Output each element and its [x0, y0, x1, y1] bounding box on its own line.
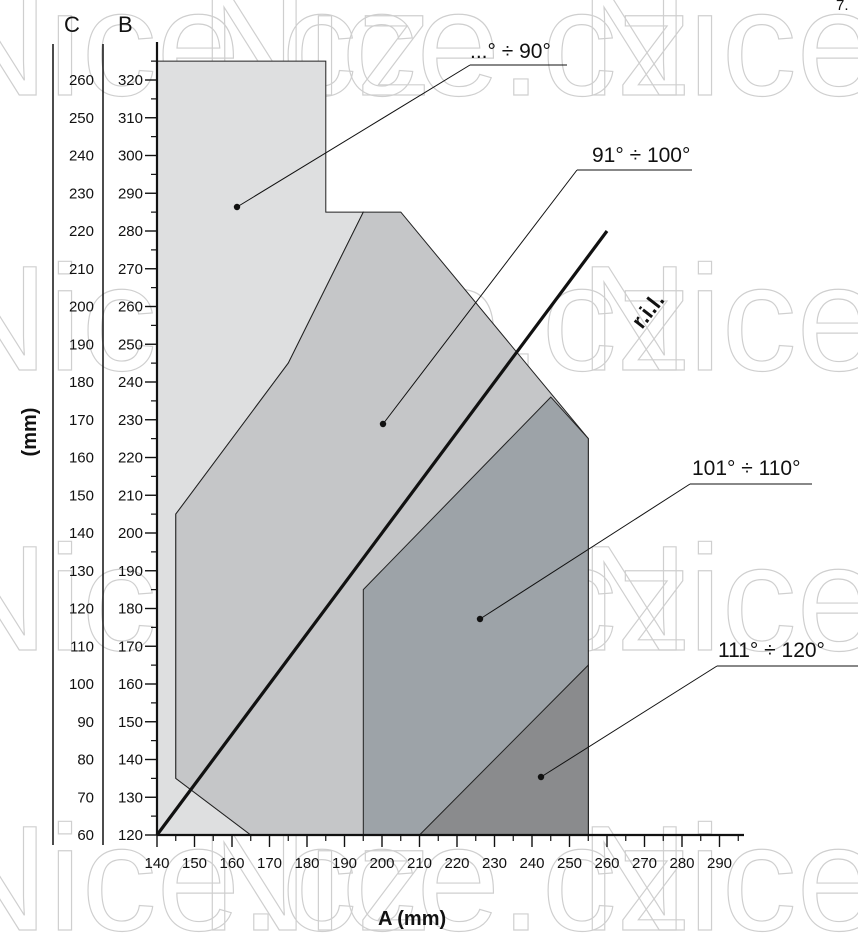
x-tick-label: 290	[707, 855, 732, 872]
b-tick-label: 180	[118, 601, 143, 618]
b-tick-label: 140	[118, 752, 143, 769]
b-tick-label: 160	[118, 676, 143, 693]
x-tick-label: 260	[594, 855, 619, 872]
x-tick-label: 220	[444, 855, 469, 872]
c-tick-label: 90	[77, 714, 94, 731]
leader-line	[236, 64, 471, 208]
b-tick-label: 280	[118, 223, 143, 240]
watermark-text: Nice.cz	[580, 514, 858, 682]
region-label: 91° ÷ 100°	[592, 144, 690, 167]
leader-line	[382, 169, 578, 425]
x-tick-label: 230	[482, 855, 507, 872]
c-tick-label: 230	[69, 185, 94, 202]
b-tick-label: 130	[118, 789, 143, 806]
c-tick-label: 180	[69, 374, 94, 391]
watermark-text: Nice.cz	[580, 234, 858, 402]
x-tick-label: 280	[669, 855, 694, 872]
x-tick-label: 210	[407, 855, 432, 872]
c-tick-label: 70	[77, 789, 94, 806]
c-tick-label: 210	[69, 261, 94, 278]
b-tick-label: 290	[118, 185, 143, 202]
b-tick-label: 220	[118, 450, 143, 467]
leader-line	[479, 483, 691, 620]
b-tick-label: 310	[118, 110, 143, 127]
b-tick-label: 230	[118, 412, 143, 429]
leader-dot	[233, 203, 241, 211]
c-tick-label: 140	[69, 525, 94, 542]
region-label: ...° ÷ 90°	[470, 40, 551, 63]
region-label: 101° ÷ 110°	[692, 457, 801, 480]
c-tick-label: 120	[69, 601, 94, 618]
axis-b-label: B	[118, 12, 133, 37]
region-label: 111° ÷ 120°	[718, 639, 825, 662]
watermark-text: Nice.cz	[580, 0, 858, 127]
c-tick-label: 100	[69, 676, 94, 693]
b-tick-label: 320	[118, 72, 143, 89]
c-tick-label: 220	[69, 223, 94, 240]
x-tick-label: 160	[219, 855, 244, 872]
b-tick-label: 200	[118, 525, 143, 542]
c-tick-label: 200	[69, 299, 94, 316]
axis-c-label: C	[64, 12, 80, 37]
watermark-text: Nice.cz	[580, 794, 858, 933]
b-tick-label: 170	[118, 638, 143, 655]
ril-line	[155, 230, 609, 836]
c-tick-label: 110	[70, 638, 94, 655]
x-tick-label: 150	[182, 855, 207, 872]
leader-dot	[379, 420, 387, 428]
x-tick-label: 240	[519, 855, 544, 872]
x-axis-title: A (mm)	[378, 908, 446, 930]
x-tick-label: 170	[257, 855, 282, 872]
b-tick-label: 210	[118, 487, 143, 504]
b-tick-label: 300	[118, 148, 143, 165]
x-tick-label: 250	[557, 855, 582, 872]
c-tick-label: 150	[69, 487, 94, 504]
c-tick-label: 80	[77, 752, 94, 769]
b-tick-label: 260	[118, 299, 143, 316]
y-axis-title: (mm)	[19, 408, 41, 457]
b-tick-label: 190	[118, 563, 143, 580]
x-tick-label: 200	[369, 855, 394, 872]
leader-line	[540, 665, 718, 778]
c-tick-label: 250	[69, 110, 94, 127]
b-tick-label: 250	[118, 336, 143, 353]
regions	[156, 60, 589, 836]
corner-text: 7.	[836, 0, 849, 14]
axes: 120 130 140 150 160 170 180 190 200 210 220 230 240 2…	[52, 42, 744, 872]
b-tick-label: 240	[118, 374, 143, 391]
x-tick-label: 190	[332, 855, 357, 872]
x-tick-label: 270	[632, 855, 657, 872]
x-tick-label: 140	[144, 855, 169, 872]
c-tick-label: 260	[69, 72, 94, 89]
c-tick-label: 160	[69, 450, 94, 467]
c-tick-label: 190	[69, 336, 94, 353]
b-tick-label: 150	[118, 714, 143, 731]
leader-dot	[537, 773, 545, 781]
leader-dot	[476, 615, 484, 623]
region-labels: ...° ÷ 90° 91° ÷ 100° 101° ÷ 110° 111° ÷ 12…	[233, 40, 858, 781]
c-tick-label: 170	[69, 412, 94, 429]
c-tick-label: 240	[69, 148, 94, 165]
b-tick-label: 270	[118, 261, 143, 278]
b-tick-label: 120	[118, 827, 143, 844]
x-tick-label: 180	[294, 855, 319, 872]
c-tick-label: 130	[69, 563, 94, 580]
c-tick-label: 60	[77, 827, 94, 844]
